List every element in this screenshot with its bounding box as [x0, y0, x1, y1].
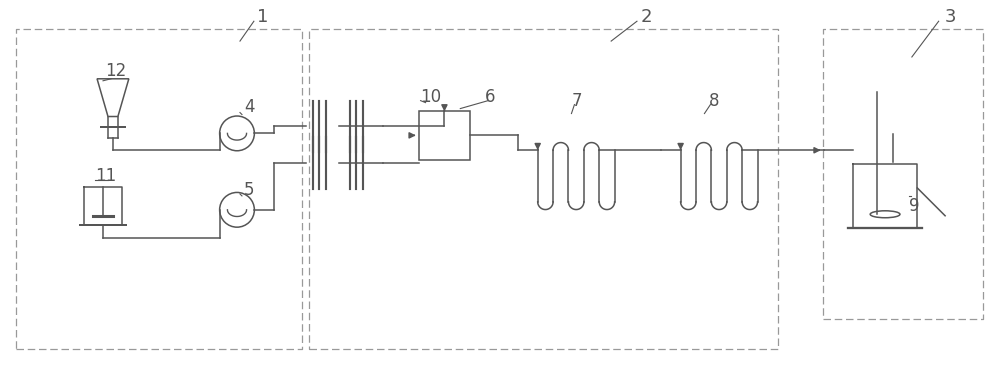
Text: 3: 3 [945, 8, 956, 26]
Text: 1: 1 [257, 8, 268, 26]
Text: 10: 10 [421, 88, 442, 106]
Text: 12: 12 [105, 62, 126, 80]
Text: 4: 4 [244, 98, 254, 116]
Text: 9: 9 [909, 197, 919, 215]
Text: 8: 8 [708, 92, 719, 110]
Text: 7: 7 [571, 92, 582, 110]
Bar [419, 110, 470, 160]
Text: 2: 2 [641, 8, 652, 26]
Text: 11: 11 [95, 167, 116, 185]
Text: 5: 5 [244, 181, 254, 199]
Text: 6: 6 [485, 88, 496, 106]
